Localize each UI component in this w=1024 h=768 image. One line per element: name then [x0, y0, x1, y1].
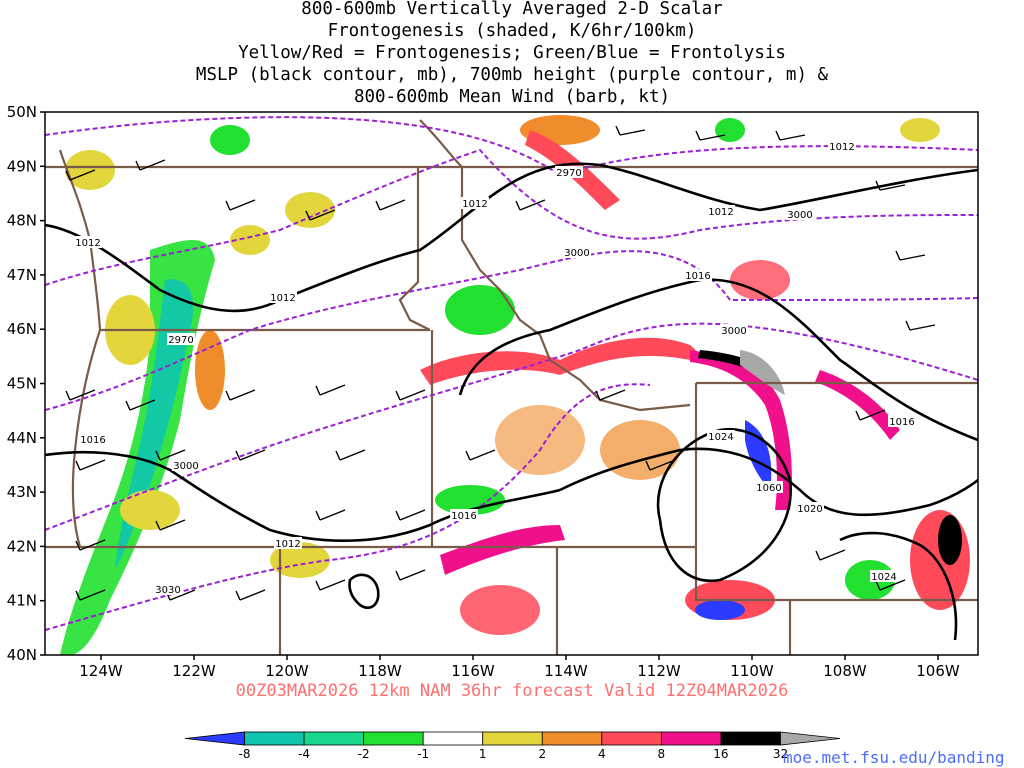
- lat-label: 44N: [7, 429, 37, 447]
- frontolysis-blob: [435, 485, 505, 515]
- colorbar-label: -1: [417, 747, 429, 761]
- colorbar-segment: [541, 731, 603, 746]
- lon-label: 108W: [823, 662, 867, 680]
- lat-label: 40N: [7, 646, 37, 664]
- colorbar-label: 8: [658, 747, 666, 761]
- lon-label: 122W: [172, 662, 216, 680]
- latitude-axis: 50N 49N 48N 47N 46N 45N 44N 43N 42N 41N 40N: [7, 103, 45, 664]
- lat-label: 42N: [7, 537, 37, 555]
- lon-label: 106W: [916, 662, 960, 680]
- frontogenesis-blob: [460, 585, 540, 635]
- title-line-5: 800-600mb Mean Wind (barb, kt): [353, 87, 671, 107]
- colorbar-label: -8: [239, 747, 251, 761]
- colorbar-segment: [482, 731, 543, 746]
- frontolysis-blob: [445, 285, 515, 335]
- pressure-label: 1024: [871, 572, 896, 583]
- lat-label: 47N: [7, 266, 37, 284]
- lat-label: 41N: [7, 592, 37, 610]
- height-label: 3030: [155, 585, 180, 596]
- height-label: 2970: [556, 168, 581, 179]
- frontogenesis-blob: [910, 510, 970, 610]
- pressure-label: 1012: [462, 199, 487, 210]
- frontogenesis-band-east: [690, 350, 792, 510]
- colorbar-segment: [303, 731, 365, 746]
- pressure-label: 1016: [451, 511, 476, 522]
- colorbar-label: 32: [773, 747, 788, 761]
- height-label: 2970: [168, 335, 193, 346]
- pressure-label: 1024: [708, 432, 733, 443]
- forecast-valid-text: 00Z03MAR2026 12km NAM 36hr forecast Vali…: [235, 681, 789, 701]
- pressure-label: 1012: [708, 207, 733, 218]
- colorbar-label: -2: [358, 747, 370, 761]
- colorbar: -8 -4 -2 -1 1 2 4 8 16 32: [184, 731, 841, 761]
- lon-label: 116W: [451, 662, 495, 680]
- lat-label: 49N: [7, 157, 37, 175]
- colorbar-segment: [720, 731, 781, 746]
- height-label: 3000: [173, 461, 198, 472]
- frontolysis-blob: [695, 600, 745, 620]
- pressure-label: 1012: [270, 293, 295, 304]
- frontogenesis-blob: [65, 150, 115, 190]
- frontolysis-blue: [745, 420, 772, 490]
- height-label: 1060: [756, 483, 781, 494]
- colorbar-segment: [422, 731, 484, 746]
- lat-label: 50N: [7, 103, 37, 121]
- title-line-2: Frontogenesis (shaded, K/6hr/100km): [327, 21, 697, 41]
- frontogenesis-blob: [495, 405, 585, 475]
- pressure-label: 1016: [685, 271, 710, 282]
- pressure-label: 1016: [80, 435, 105, 446]
- colorbar-label: -4: [298, 747, 310, 761]
- frontogenesis-blob: [120, 490, 180, 530]
- lon-label: 110W: [730, 662, 774, 680]
- colorbar-segment: [363, 731, 424, 746]
- height-label: 3000: [721, 326, 746, 337]
- frontogenesis-blob: [900, 118, 940, 142]
- lat-label: 45N: [7, 375, 37, 393]
- lon-label: 114W: [544, 662, 588, 680]
- frontogenesis-blob: [230, 225, 270, 255]
- lon-label: 124W: [79, 662, 123, 680]
- pressure-label: 1020: [797, 504, 822, 515]
- pressure-label: 1012: [829, 142, 854, 153]
- frontogenesis-blob: [715, 118, 745, 142]
- colorbar-label: 16: [713, 747, 728, 761]
- source-url[interactable]: moe.met.fsu.edu/banding: [783, 748, 1005, 767]
- colorbar-label: 4: [598, 747, 606, 761]
- frontolysis-blob: [210, 125, 250, 155]
- pressure-label: 1012: [275, 539, 300, 550]
- frontogenesis-band-se: [815, 370, 900, 440]
- contour-labels: 1012 1012 1012 1012 1012 1016 1016 1016 …: [74, 140, 916, 596]
- longitude-axis: 124W 122W 120W 118W 116W 114W 112W 110W 108W 106W: [79, 655, 960, 680]
- frontogenesis-blob: [938, 515, 962, 565]
- pressure-label: 1012: [75, 238, 100, 249]
- frontogenesis-blob: [270, 542, 330, 578]
- wind-barbs: [65, 125, 936, 601]
- lon-label: 120W: [265, 662, 309, 680]
- colorbar-segment: [244, 731, 305, 746]
- lon-label: 112W: [637, 662, 681, 680]
- colorbar-segment: [601, 731, 662, 746]
- colorbar-segment: [780, 731, 841, 746]
- frontogenesis-blob: [730, 260, 790, 300]
- lon-label: 118W: [358, 662, 402, 680]
- lat-label: 46N: [7, 320, 37, 338]
- frontogenesis-band-arc: [420, 337, 698, 385]
- title-line-4: MSLP (black contour, mb), 700mb height (…: [195, 65, 829, 85]
- colorbar-label: 1: [479, 747, 487, 761]
- frontogenesis-band-south: [440, 525, 565, 575]
- frontogenesis-blob: [285, 192, 335, 228]
- colorbar-segment: [184, 731, 245, 746]
- title-line-1: 800-600mb Vertically Averaged 2-D Scalar: [301, 0, 723, 19]
- height-label: 3000: [564, 248, 589, 259]
- colorbar-segment: [660, 731, 722, 746]
- pressure-label: 1016: [889, 417, 914, 428]
- title-line-3: Yellow/Red = Frontogenesis; Green/Blue =…: [238, 43, 786, 63]
- height-label: 3000: [787, 210, 812, 221]
- lat-label: 43N: [7, 483, 37, 501]
- lat-label: 48N: [7, 212, 37, 230]
- colorbar-label: 2: [538, 747, 546, 761]
